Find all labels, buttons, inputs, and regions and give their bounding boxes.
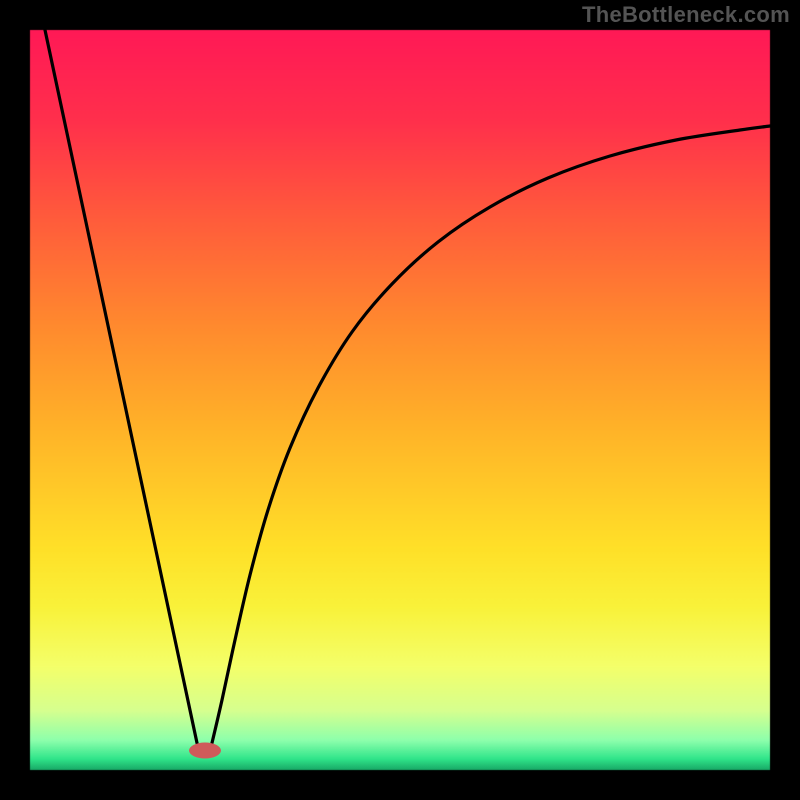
watermark-text: TheBottleneck.com — [582, 2, 790, 28]
bottleneck-chart: TheBottleneck.com — [0, 0, 800, 800]
gradient-background-canvas — [0, 0, 800, 800]
